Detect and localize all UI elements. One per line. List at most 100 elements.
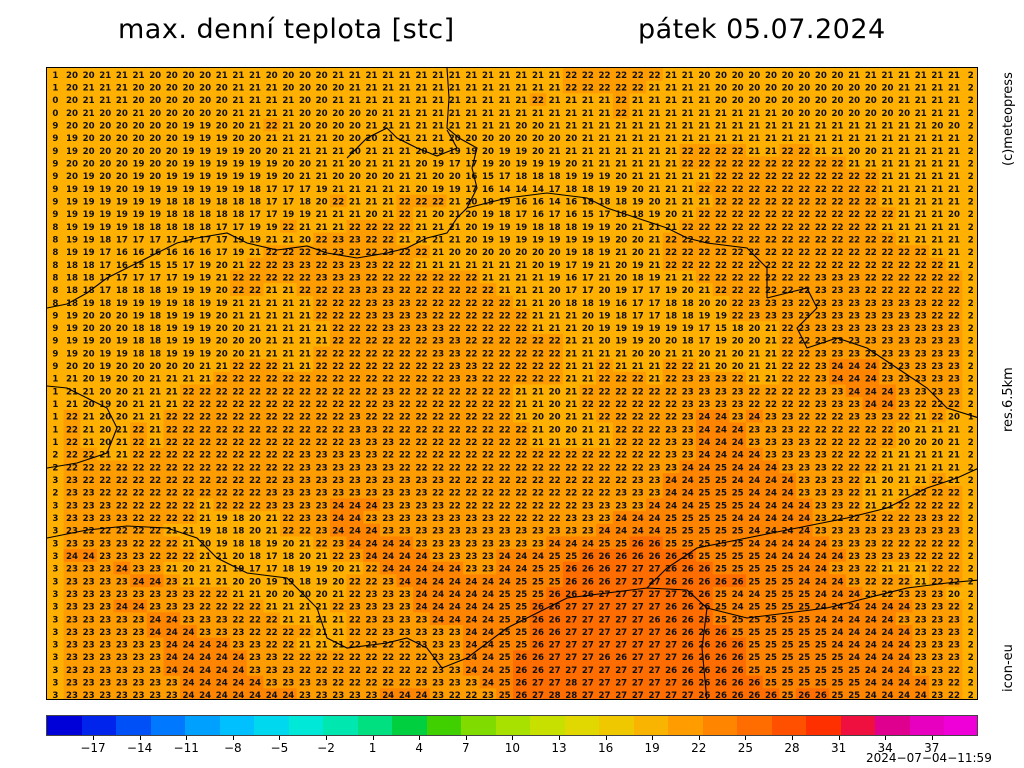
temperature-value: 24 — [748, 451, 760, 461]
temperature-value: 23 — [931, 349, 943, 359]
temperature-value: 22 — [682, 261, 694, 271]
grid-cell — [945, 93, 963, 107]
temperature-value: 19 — [432, 159, 444, 169]
grid-cell — [862, 131, 880, 145]
grid-cell — [296, 143, 314, 158]
temperature-value: 22 — [166, 425, 178, 435]
temperature-value: 22 — [349, 362, 361, 372]
temperature-value: 21 — [232, 84, 244, 94]
temperature-value: 23 — [881, 413, 893, 423]
temperature-value: 20 — [299, 71, 311, 81]
temperature-value: 21 — [881, 172, 893, 182]
temperature-value: 21 — [931, 451, 943, 461]
temperature-value: 20 — [216, 349, 228, 359]
grid-cell — [479, 143, 497, 158]
temperature-value: 23 — [915, 349, 927, 359]
temperature-value: 18 — [66, 261, 78, 271]
temperature-value: 21 — [881, 134, 893, 144]
temperature-value: 22 — [282, 438, 294, 448]
grid-cell — [379, 131, 398, 145]
temperature-value: 1 — [52, 71, 58, 81]
temperature-value: 22 — [316, 349, 328, 359]
grid-cell — [546, 143, 564, 158]
temperature-value: 24 — [665, 476, 677, 486]
temperature-value: 26 — [648, 552, 660, 562]
grid-cell — [529, 105, 547, 120]
temperature-value: 16 — [515, 197, 527, 207]
temperature-value: 22 — [832, 425, 844, 435]
temperature-value: 23 — [832, 527, 844, 537]
temperature-value: 17 — [232, 223, 244, 233]
temperature-value: 23 — [732, 387, 744, 397]
grid-cell — [296, 93, 314, 107]
temperature-value: 22 — [366, 324, 378, 334]
temperature-value: 21 — [915, 223, 927, 233]
temperature-value: 22 — [931, 286, 943, 296]
temperature-value: 20 — [99, 109, 111, 119]
grid-cell — [646, 118, 664, 132]
temperature-value: 20 — [166, 71, 178, 81]
temperature-value: 22 — [499, 489, 511, 499]
grid-cell — [646, 131, 664, 145]
grid-cell — [912, 105, 930, 120]
temperature-value: 22 — [599, 476, 611, 486]
temperature-value: 21 — [432, 122, 444, 132]
temperature-value: 9 — [52, 311, 58, 321]
grid-cell — [629, 118, 647, 132]
grid-cell — [845, 68, 864, 82]
temperature-value: 22 — [232, 425, 244, 435]
grid-cell — [213, 68, 231, 82]
temperature-value: 19 — [599, 223, 611, 233]
temperature-value: 2 — [968, 476, 974, 486]
temperature-value: 21 — [549, 438, 561, 448]
temperature-value: 21 — [931, 134, 943, 144]
temperature-value: 21 — [931, 96, 943, 106]
grid-cell — [96, 68, 115, 82]
temperature-value: 22 — [782, 324, 794, 334]
temperature-value: 23 — [399, 299, 411, 309]
temperature-value: 22 — [615, 375, 627, 385]
temperature-value: 22 — [482, 324, 494, 334]
temperature-value: 20 — [732, 337, 744, 347]
temperature-value: 21 — [931, 172, 943, 182]
temperature-value: 17 — [149, 273, 161, 283]
temperature-value: 21 — [948, 172, 960, 182]
temperature-value: 21 — [116, 84, 128, 94]
temperature-value: 22 — [865, 451, 877, 461]
temperature-value: 21 — [765, 122, 777, 132]
temperature-value: 20 — [66, 84, 78, 94]
temperature-value: 18 — [632, 273, 644, 283]
temperature-value: 19 — [83, 197, 95, 207]
temperature-value: 22 — [266, 387, 278, 397]
temperature-value: 21 — [582, 147, 594, 157]
temperature-value: 8 — [52, 235, 58, 245]
temperature-value: 23 — [948, 349, 960, 359]
temperature-value: 2 — [968, 109, 974, 119]
temperature-value: 22 — [299, 248, 311, 258]
temperature-value: 19 — [182, 185, 194, 195]
temperature-value: 22 — [549, 349, 561, 359]
temperature-value: 21 — [415, 122, 427, 132]
temperature-value: 22 — [698, 210, 710, 220]
temperature-value: 20 — [316, 84, 328, 94]
temperature-value: 23 — [482, 539, 494, 549]
temperature-value: 17 — [216, 248, 228, 258]
temperature-value: 21 — [599, 261, 611, 271]
temperature-value: 22 — [848, 261, 860, 271]
temperature-value: 23 — [715, 387, 727, 397]
temperature-value: 20 — [299, 84, 311, 94]
temperature-value: 22 — [182, 463, 194, 473]
temperature-value: 22 — [765, 387, 777, 397]
temperature-value: 24 — [698, 451, 710, 461]
temperature-value: 22 — [865, 261, 877, 271]
temperature-value: 21 — [216, 362, 228, 372]
temperature-value: 22 — [249, 362, 261, 372]
temperature-value: 22 — [532, 451, 544, 461]
temperature-value: 19 — [99, 185, 111, 195]
grid-cell — [762, 80, 780, 94]
temperature-value: 22 — [748, 286, 760, 296]
temperature-value: 22 — [399, 413, 411, 423]
temperature-value: 23 — [332, 489, 344, 499]
temperature-value: 23 — [848, 527, 860, 537]
temperature-value: 21 — [299, 337, 311, 347]
